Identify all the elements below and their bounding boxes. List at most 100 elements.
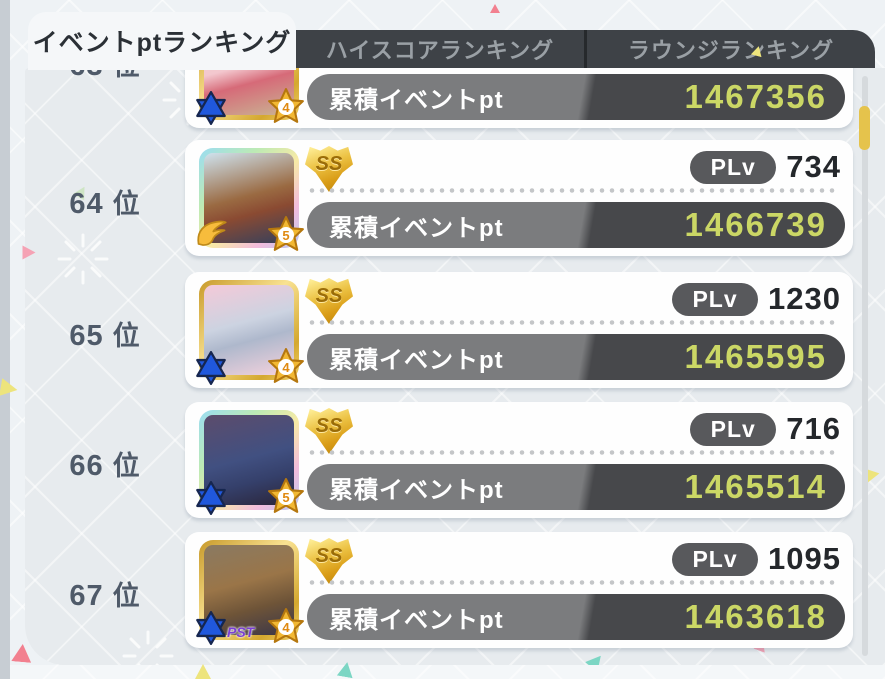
event-pt-label: 累積イベントpt [329,606,504,634]
star-number-circle [278,359,294,375]
star-number: 4 [282,620,290,635]
tab-divider [584,30,587,68]
plv-badge: PLv [672,542,759,576]
player-level: PLv 716 [690,411,841,447]
star-rank-badge: 4 [267,607,305,645]
rank-label: 64 位 [40,182,170,221]
dialog-left-edge [0,0,10,679]
plv-value: 734 [786,149,841,184]
star-rank-badge: 5 [267,215,305,253]
tab-event-pt-ranking[interactable]: イベントptランキング [28,12,296,70]
ranking-row-66: 5 SS PLv 716 累積イベントpt 1465514 [185,402,853,518]
dotted-divider [307,320,837,325]
plv-badge: PLv [672,282,759,316]
dotted-divider [307,580,837,585]
ss-badge-label: SS [315,285,343,307]
rank-suffix: 位 [112,581,141,611]
rank-label: 66 位 [40,444,170,483]
dotted-divider [307,188,837,193]
ss-rank-icon: SS [305,538,353,584]
avatar[interactable]: 5 [197,148,304,251]
event-pt-label: 累積イベントpt [329,346,504,374]
star-rank-badge: 4 [267,347,305,385]
event-pt-label: 累積イベントpt [329,476,504,504]
ranking-panel: 63 位 64 位 65 位 66 位 67 位 4 [25,68,885,665]
player-level: PLv 1095 [672,541,841,577]
event-pt-value: 1466739 [684,206,827,243]
rank-number: 64 [69,188,104,220]
avatar[interactable]: 4 [196,280,304,385]
ss-rank-icon: SS [305,408,353,454]
star-number: 4 [282,360,290,375]
star-number-circle [278,619,294,635]
plv-value: 1230 [768,281,841,316]
event-pt-bar: 累積イベントpt 1465514 [307,464,845,510]
event-pt-value: 1467356 [684,78,827,115]
rank-number: 67 [69,580,104,612]
blue-star-icon [194,611,228,645]
ss-badge-label: SS [315,415,343,437]
pst-tag: PST [227,624,255,640]
rank-suffix: 位 [112,451,141,481]
event-pt-value: 1463618 [684,598,827,635]
ss-badge-label: SS [315,153,343,175]
star-number-circle [278,99,294,115]
plv-value: 1095 [768,541,841,576]
star-number: 5 [282,490,290,505]
confetti-triangle [490,4,500,13]
avatar[interactable]: PST 4 [196,540,304,645]
event-pt-value: 1465595 [684,338,827,375]
star-number-circle [278,227,294,243]
ranking-row-65: 4 SS PLv 1230 累積イベントpt 1465595 [185,272,853,388]
rank-number: 63 [69,68,103,82]
ranking-row-63: 4 累積イベントpt 1467356 [185,68,853,128]
player-level: PLv 734 [690,149,841,185]
ranking-row-64: 5 SS PLv 734 累積イベントpt 1466739 [185,140,853,256]
sparkle-burst [55,231,111,287]
ss-rank-icon: SS [305,278,353,324]
blue-star-icon [194,351,228,385]
tab-lounge-ranking[interactable]: ラウンジランキング [627,38,835,63]
rank-suffix: 位 [113,68,141,81]
event-pt-bar: 累積イベントpt 1466739 [307,202,845,248]
rank-label: 65 位 [40,314,170,353]
ss-rank-icon: SS [305,146,353,192]
star-number: 5 [282,228,290,243]
event-pt-label: 累積イベントpt [329,86,504,114]
rank-label: 63 位 [40,68,170,83]
ranking-row-67: PST 4 SS PLv 1095 累積イベントpt 1463618 [185,532,853,648]
star-number-circle [278,489,294,505]
blue-star-icon [194,91,228,126]
rank-suffix: 位 [112,189,141,219]
plv-badge: PLv [690,412,777,446]
confetti-triangle [585,651,607,665]
plv-value: 716 [786,411,841,446]
tab-highscore-ranking[interactable]: ハイスコアランキング [325,38,555,63]
plv-badge: PLv [690,150,777,184]
rank-suffix: 位 [112,321,141,351]
avatar[interactable]: 4 [196,68,304,126]
star-rank-badge: 5 [267,477,305,515]
event-pt-value: 1465514 [684,468,827,505]
player-level: PLv 1230 [672,281,841,317]
event-pt-label: 累積イベントpt [329,214,504,242]
wing-icon [194,219,228,253]
dotted-divider [307,450,837,455]
dialog-bottom-edge [10,665,885,679]
event-pt-bar: 累積イベントpt 1467356 [307,74,845,120]
rank-number: 65 [69,320,104,352]
scrollbar-track[interactable] [862,76,868,656]
event-pt-bar: 累積イベントpt 1463618 [307,594,845,640]
sparkle-burst [120,628,176,665]
event-pt-bar: 累積イベントpt 1465595 [307,334,845,380]
blue-star-icon [194,481,228,515]
scrollbar-thumb[interactable] [859,106,870,150]
avatar[interactable]: 5 [196,410,304,515]
star-rank-badge: 4 [267,87,305,125]
star-number: 4 [282,100,290,115]
tab-bar: ハイスコアランキング ラウンジランキング [296,30,875,68]
ss-badge-label: SS [315,545,343,567]
rank-label: 67 位 [40,574,170,613]
rank-number: 66 [69,450,104,482]
